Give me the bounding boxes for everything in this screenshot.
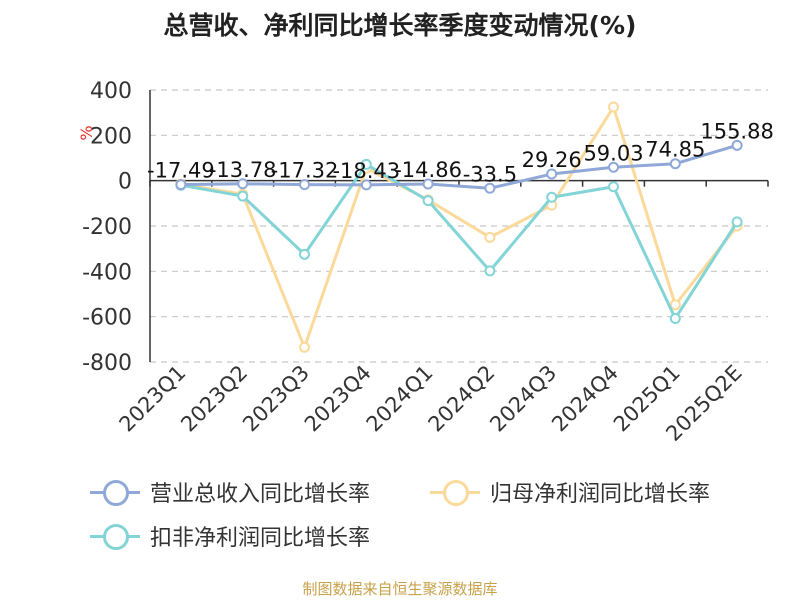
data-point	[237, 178, 249, 190]
legend-item-net-profit[interactable]: 归母净利润同比增长率	[430, 476, 710, 508]
x-tick-label: 2024Q4	[547, 361, 623, 437]
data-label: 59.03	[583, 141, 643, 165]
y-tick-label: -600	[82, 306, 132, 331]
y-tick-label: 400	[90, 79, 132, 104]
data-point	[484, 265, 496, 277]
legend-label-net-profit: 归母净利润同比增长率	[490, 482, 711, 507]
series-line	[180, 143, 738, 190]
data-label: 74.85	[645, 138, 705, 162]
data-source-note: 制图数据来自恒生聚源数据库	[302, 580, 498, 598]
data-point	[669, 299, 681, 311]
data-point	[484, 182, 496, 194]
y-tick-label: -400	[82, 260, 132, 285]
data-point	[608, 181, 619, 193]
series-line	[180, 105, 739, 349]
legend-swatch-revenue	[90, 476, 140, 508]
data-label: -17.49	[147, 159, 215, 183]
series-line	[180, 162, 739, 320]
chart-title: 总营收、净利同比增长率季度变动情况(%)	[163, 11, 637, 40]
data-label: -13.78	[209, 158, 277, 182]
data-label: -17.32	[271, 159, 339, 183]
data-point	[422, 178, 434, 190]
data-point	[299, 248, 310, 260]
data-point	[360, 179, 372, 191]
y-axis-unit: %	[77, 125, 96, 140]
data-point	[608, 101, 619, 113]
data-label: 155.88	[700, 119, 773, 143]
legend-item-deducted-net-profit[interactable]: 扣非净利润同比增长率	[90, 520, 370, 552]
data-point	[669, 312, 681, 324]
data-point	[731, 139, 743, 151]
x-tick-label: 2024Q3	[485, 361, 561, 437]
legend-label-deducted-net-profit: 扣非净利润同比增长率	[150, 526, 371, 551]
x-tick-label: 2023Q2	[176, 361, 252, 437]
legend-label-revenue: 营业总收入同比增长率	[150, 482, 371, 507]
data-point	[237, 190, 249, 202]
data-point	[669, 158, 681, 170]
x-tick-label: 2024Q1	[362, 361, 438, 437]
data-point	[484, 231, 496, 243]
data-point	[731, 216, 743, 228]
data-label: -14.86	[394, 158, 462, 182]
data-point	[546, 191, 558, 203]
axis-layer: 4002000-200-400-600-800%2023Q12023Q22023…	[77, 79, 769, 446]
series-layer	[175, 101, 743, 353]
y-tick-label: 0	[118, 170, 132, 195]
x-tick-label: 2023Q4	[300, 361, 376, 437]
data-point	[546, 168, 558, 180]
data-label: -33.5	[463, 162, 517, 186]
grid-layer	[150, 89, 768, 363]
x-tick-label: 2023Q3	[238, 361, 314, 437]
y-tick-label: -200	[82, 215, 132, 240]
y-tick-label: -800	[82, 351, 132, 376]
data-point	[422, 195, 434, 207]
data-point	[175, 179, 187, 191]
data-point	[608, 161, 619, 173]
legend-swatch-deducted-net-profit	[90, 520, 140, 552]
data-point	[299, 341, 310, 353]
data-point	[360, 158, 372, 170]
y-tick-label: 200	[90, 124, 132, 149]
x-tick-label: 2024Q2	[424, 361, 500, 437]
data-label: -18.43	[332, 159, 400, 183]
legend-item-revenue[interactable]: 营业总收入同比增长率	[90, 476, 370, 508]
data-label: 29.26	[522, 148, 582, 172]
legend-swatch-net-profit	[430, 476, 480, 508]
label-layer: -17.49-13.78-17.32-18.43-14.86 -33.529.26…	[147, 119, 774, 186]
data-point	[299, 179, 310, 191]
